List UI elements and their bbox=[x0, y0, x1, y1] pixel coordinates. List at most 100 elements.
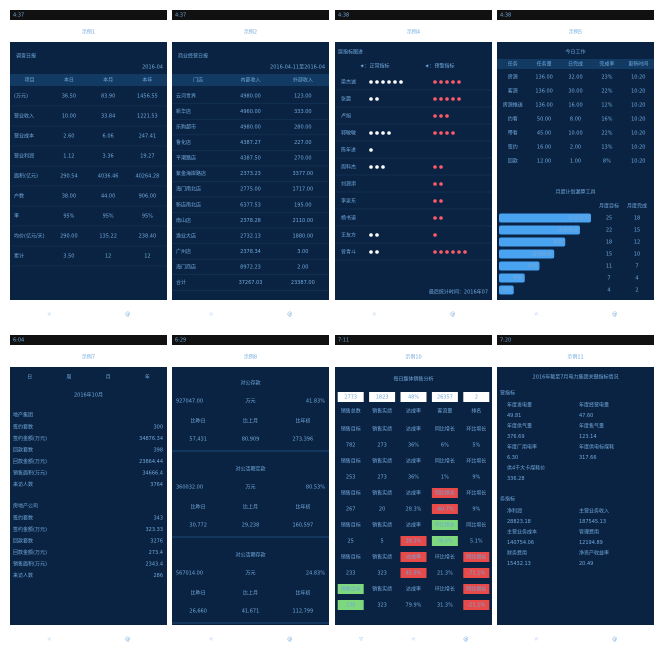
cell: 95% bbox=[63, 214, 74, 220]
row-label: 销售面积(万元) bbox=[13, 470, 47, 477]
caption: 示例4 bbox=[407, 29, 420, 36]
nav-icon[interactable]: ☆ bbox=[209, 637, 214, 643]
tab[interactable]: 年 bbox=[145, 374, 150, 381]
funnel-label: 房源查询 bbox=[569, 215, 589, 222]
nav-icon[interactable]: ☆ bbox=[47, 637, 52, 643]
star bbox=[445, 114, 449, 118]
nav-icon[interactable]: @ bbox=[612, 637, 617, 643]
cell: 任务 bbox=[508, 61, 518, 68]
cell: 房源 bbox=[508, 74, 518, 81]
cell: 12.00 bbox=[537, 159, 551, 165]
cell: 45.00 bbox=[537, 131, 551, 137]
row-label: 签约套数 bbox=[13, 424, 33, 431]
cell: 6% bbox=[441, 443, 449, 449]
nav-bar bbox=[335, 300, 492, 330]
cell-bg bbox=[463, 568, 490, 578]
cell: 238.40 bbox=[139, 234, 157, 240]
caption: 示例8 bbox=[244, 354, 257, 361]
cell: 营业成本 bbox=[14, 133, 34, 140]
row-value: 34876.34 bbox=[139, 436, 163, 442]
nav-bar bbox=[497, 300, 654, 330]
cell: 本年 bbox=[142, 77, 152, 84]
nav-icon[interactable]: @ bbox=[287, 312, 292, 318]
tab[interactable]: 日 bbox=[27, 375, 32, 381]
star bbox=[433, 114, 437, 118]
cell: 销售目标 bbox=[341, 426, 361, 433]
funnel-target: 4 bbox=[607, 288, 610, 294]
cell: 47.60 bbox=[579, 413, 593, 419]
nav-icon[interactable]: @ bbox=[612, 312, 617, 318]
cell: 同比增长 bbox=[435, 426, 455, 433]
status-bar bbox=[172, 10, 329, 20]
cell: 同比增长 bbox=[466, 586, 486, 593]
cell: 83.90 bbox=[101, 94, 115, 100]
star bbox=[439, 250, 443, 254]
cell-bg bbox=[431, 504, 458, 514]
cell: 40264.28 bbox=[135, 174, 159, 180]
nav-icon[interactable]: @ bbox=[450, 312, 455, 318]
funnel-target: 7 bbox=[607, 276, 610, 282]
funnel-done: 7 bbox=[635, 264, 638, 270]
status-bar bbox=[10, 10, 167, 20]
cell: 140754.06 bbox=[507, 540, 534, 546]
row-value: 300 bbox=[153, 425, 163, 431]
cell: 136.00 bbox=[535, 103, 553, 109]
row-value: 3276 bbox=[150, 539, 163, 545]
nav-icon[interactable]: @ bbox=[125, 637, 130, 643]
nav-icon[interactable]: ▽ bbox=[359, 637, 363, 643]
cell: 比昨日 bbox=[191, 504, 206, 511]
status-time: 7:20 bbox=[500, 338, 511, 344]
nav-icon[interactable]: @ bbox=[125, 312, 130, 318]
cell: 管理费用 bbox=[579, 529, 599, 536]
funnel-title: 月度计划漏算工具 bbox=[555, 189, 595, 196]
cell: 净资产收益率 bbox=[579, 550, 609, 557]
tab[interactable]: 月 bbox=[106, 375, 111, 381]
cell: 4960.00 bbox=[240, 109, 261, 115]
funnel-bar bbox=[499, 273, 525, 283]
cell: 8% bbox=[603, 159, 611, 165]
funnel-label: 房源推送 bbox=[558, 227, 578, 234]
panel-title: 商业经营日报 bbox=[178, 53, 208, 60]
cell: 273 bbox=[377, 475, 387, 481]
cell: 销售总数 bbox=[341, 408, 361, 415]
cell: 1.00 bbox=[570, 159, 581, 165]
star bbox=[369, 250, 373, 254]
nav-icon[interactable]: ☆ bbox=[47, 312, 52, 318]
cell: 267 bbox=[346, 507, 356, 513]
nav-icon[interactable]: ☆ bbox=[534, 637, 539, 643]
card-unit: 万元 bbox=[245, 399, 255, 405]
cell: 79.9% bbox=[406, 603, 422, 609]
cell-bg bbox=[400, 552, 427, 562]
cell: 约看 bbox=[508, 116, 518, 123]
cell: 21.3% bbox=[437, 571, 453, 577]
nav-icon[interactable]: ☆ bbox=[372, 312, 377, 318]
nav-icon[interactable]: ☆ bbox=[411, 637, 416, 643]
cell: 336.28 bbox=[507, 476, 525, 482]
cell: 海门南北店 bbox=[176, 186, 201, 193]
row-value: 273.4 bbox=[149, 550, 163, 556]
nav-icon[interactable]: @ bbox=[463, 637, 468, 643]
nav-icon[interactable]: ☆ bbox=[534, 312, 539, 318]
cell: 比昨日 bbox=[191, 590, 206, 597]
cell: 333.00 bbox=[294, 109, 312, 115]
panel-title: 层指标图进 bbox=[338, 49, 363, 56]
status-bar bbox=[497, 10, 654, 20]
cell-bg bbox=[463, 600, 490, 610]
funnel-done: 10 bbox=[634, 252, 640, 258]
tab[interactable]: 周 bbox=[66, 375, 71, 381]
nav-icon[interactable]: ☆ bbox=[209, 312, 214, 318]
cell: 20.49 bbox=[579, 561, 593, 567]
cell: 20 bbox=[379, 507, 385, 513]
screen bbox=[335, 42, 492, 300]
nav-bar bbox=[10, 625, 167, 655]
star bbox=[445, 80, 449, 84]
star bbox=[451, 250, 455, 254]
cell-bg bbox=[463, 584, 490, 594]
row-value: 3764 bbox=[150, 482, 163, 488]
nav-icon[interactable]: @ bbox=[287, 637, 292, 643]
cell: 净利润 bbox=[507, 508, 522, 515]
funnel-bar bbox=[499, 249, 555, 259]
top-box bbox=[463, 392, 490, 402]
cell: 30,772 bbox=[189, 523, 207, 529]
